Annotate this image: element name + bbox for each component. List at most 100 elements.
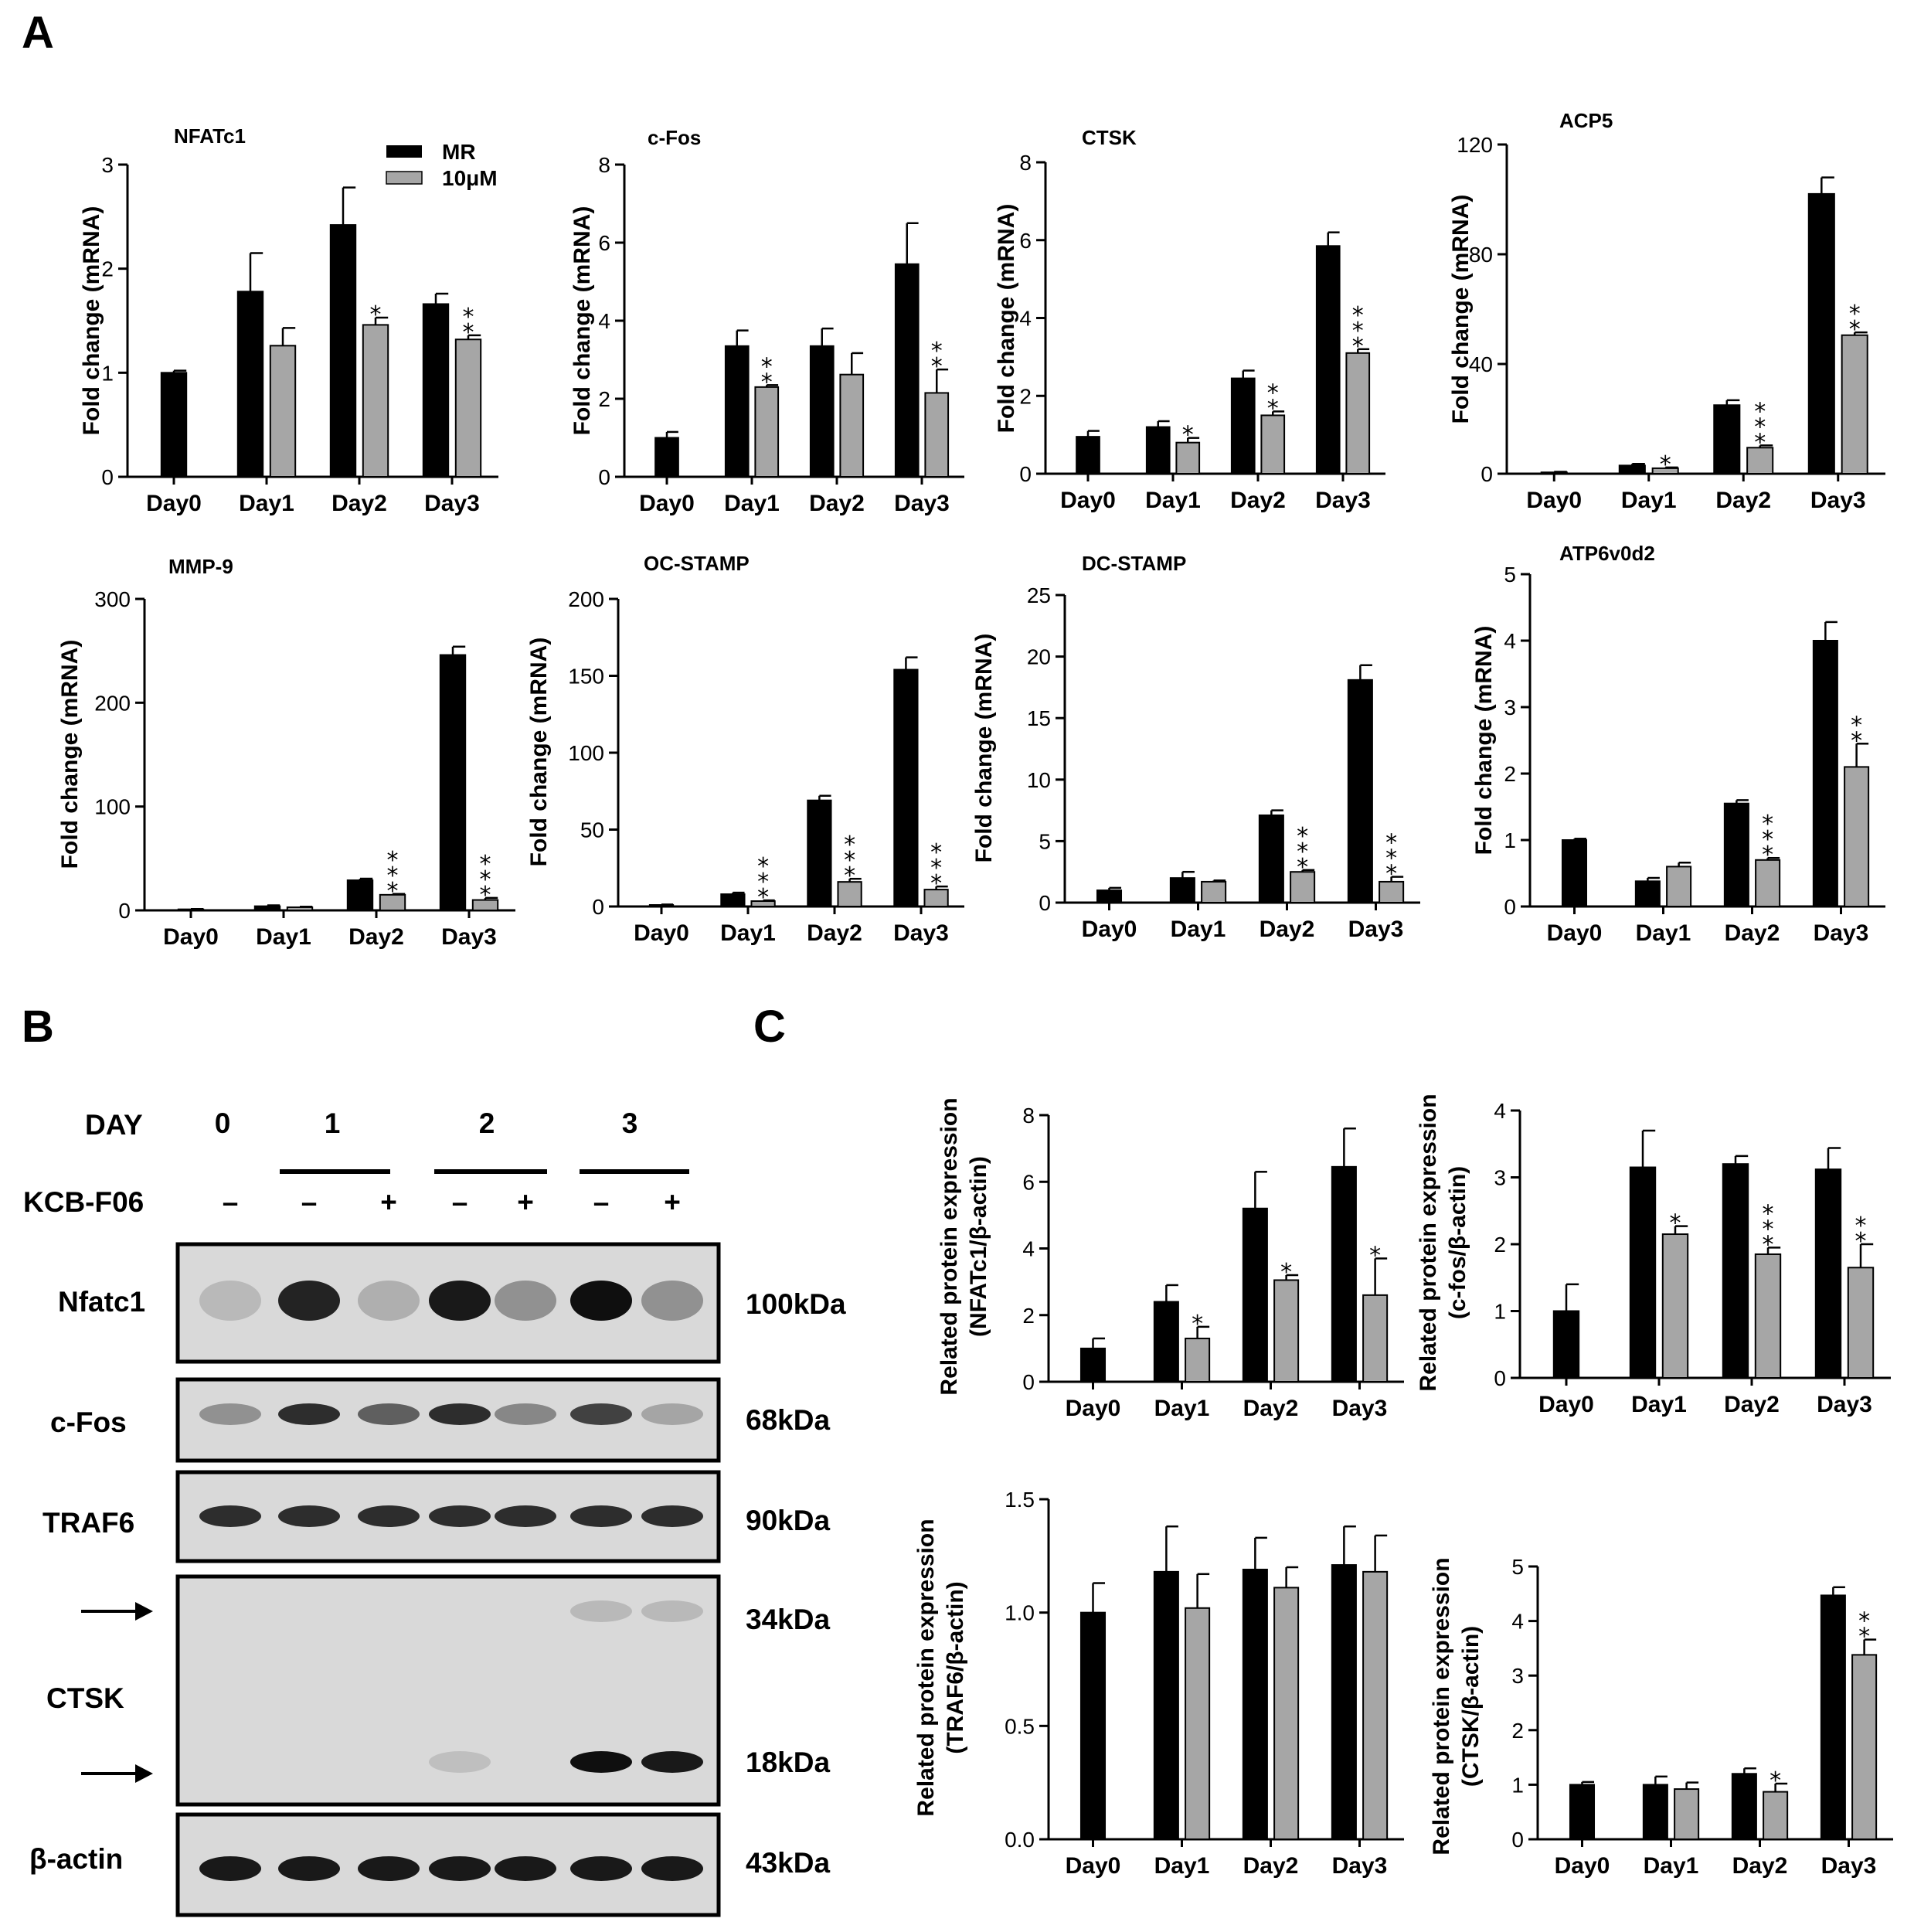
x-tick-label: Day0 [146,491,202,516]
y-tick-label: 1 [1504,828,1516,852]
significance-star: * [1770,1767,1781,1794]
significance-star: * [1754,429,1766,456]
y-tick-label: 1 [1511,1773,1524,1797]
blot-band [278,1856,340,1881]
significance-star: * [1267,395,1279,422]
x-tick-label: Day3 [1332,1396,1388,1421]
significance-star: * [1297,854,1308,881]
blot-band [358,1856,420,1881]
y-tick-label: 1 [101,361,114,385]
blot-band [641,1403,703,1425]
y-tick-label: 1.5 [1005,1488,1035,1512]
blot-band [495,1281,556,1321]
significance-star: * [1858,1624,1870,1651]
y-tick-label: 4 [1022,1237,1035,1261]
x-tick-label: Day3 [1315,488,1371,513]
treatment-sign: + [517,1186,534,1218]
legend-swatch-mr [386,145,422,158]
significance-star: * [757,884,769,911]
treatment-sign: – [452,1186,468,1218]
blot-band [429,1403,491,1425]
significance-star: * [480,882,491,909]
significance-star: * [757,853,769,880]
significance-star: * [480,866,491,893]
bar-treated [1847,1267,1875,1379]
chart-5: 0 50 100 150 200 OC-STAMP Fold change (mRNA) Da… [526,552,964,946]
significance-star: * [844,832,855,859]
blot-band [570,1751,632,1773]
x-tick-label: Day3 [441,924,497,950]
x-tick-label: Day0 [639,491,695,516]
blot-band [199,1856,261,1881]
bar-treated [1362,1570,1389,1841]
significance-star: * [757,869,769,896]
x-tick-label: Day0 [1060,488,1116,513]
bar-treated [362,324,389,478]
y-tick-label: 0 [118,899,131,923]
y-tick-label: 8 [1022,1104,1035,1128]
significance-star: * [1849,316,1861,343]
significance-star: * [844,862,855,889]
x-tick-label: Day1 [720,920,776,946]
blot-band [570,1856,632,1881]
x-tick-label: Day2 [331,491,387,516]
x-tick-label: Day2 [807,920,862,946]
bar-treated [454,338,482,478]
y-tick-label: 120 [1457,133,1493,157]
significance-star: * [463,319,474,346]
y-axis-label: Fold change (mRNA) [994,204,1019,434]
y-axis-label-sub: (CTSK/β-actin) [1458,1626,1484,1787]
y-tick-label: 0.5 [1005,1714,1035,1738]
y-tick-label: 80 [1469,243,1493,267]
chart-title: NFATc1 [174,124,246,148]
chart-6: 0 5 10 15 20 25 DC-STAMP Fold change (mRNA) Day0… [971,552,1420,942]
x-tick-label: Day1 [1171,917,1226,942]
x-tick-label: Day0 [1082,917,1137,942]
blot-band [570,1403,632,1425]
blot-row-0: Nfatc1 100kDa [58,1242,846,1364]
significance-star: * [1762,811,1773,838]
y-tick-label: 20 [1027,645,1051,669]
y-tick-label: 0 [1022,1370,1035,1394]
bar-mr [1731,1773,1757,1841]
bar-mr [1347,679,1373,904]
blot-day-2: 2 [479,1107,495,1139]
y-tick-label: 2 [101,257,114,281]
blot-band [278,1505,340,1527]
blot-kda-label-18: 18kDa [746,1747,830,1778]
y-axis-label-sub: (NFATc1/β-actin) [966,1156,991,1337]
bar-mr [1812,640,1838,907]
blot-band [495,1856,556,1881]
western-blot: DAY 0 1 2 3 KCB-F06 – – + – + – + Nfatc1 100kDa c-Fos 68… [23,1107,846,1917]
band-arrow-head [135,1764,153,1783]
blot-kda-label: 68kDa [746,1404,830,1436]
bar-mr [1618,464,1646,474]
significance-star: * [1280,1259,1292,1286]
x-tick-label: Day2 [1725,920,1780,946]
blot-band [641,1856,703,1881]
y-axis-label: Fold change (mRNA) [526,638,552,867]
x-tick-label: Day0 [163,924,219,950]
y-tick-label: 50 [580,818,604,842]
y-tick-label: 0 [1481,462,1493,486]
y-axis-label-sub: (TRAF6/β-actin) [943,1581,968,1753]
bar-mr [893,668,919,907]
y-tick-label: 3 [101,153,114,177]
bar-mr [1145,426,1171,474]
bar-mr [1713,404,1741,474]
y-tick-label: 0.0 [1005,1828,1035,1852]
significance-star: * [1369,1242,1381,1269]
y-tick-label: 8 [1019,151,1032,175]
y-tick-label: 200 [568,587,604,611]
bar-treated [1185,1607,1211,1841]
y-tick-label: 0 [1511,1828,1524,1852]
x-tick-label: Day2 [1715,488,1771,513]
y-tick-label: 1.0 [1005,1601,1035,1625]
significance-star: * [1763,1231,1774,1258]
y-tick-label: 5 [1511,1555,1524,1579]
blot-band [641,1751,703,1773]
bar-mr [1079,1347,1107,1383]
blot-protein-label: TRAF6 [42,1507,134,1539]
bar-mr [1153,1301,1179,1383]
